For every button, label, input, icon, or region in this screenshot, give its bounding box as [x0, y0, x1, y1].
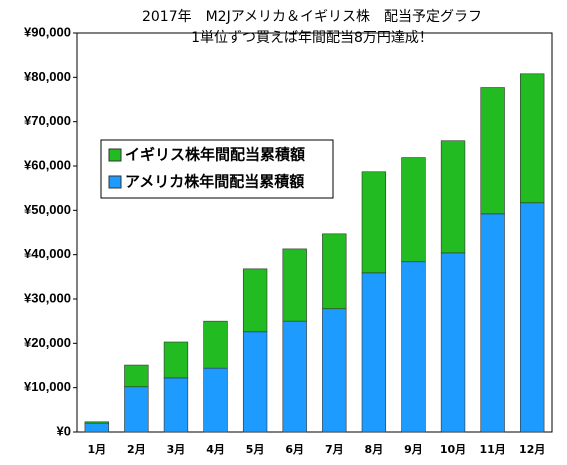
bar-segment — [401, 261, 426, 433]
y-tick-label: ¥70,000 — [24, 113, 71, 128]
x-tick-label: 3月 — [167, 443, 186, 456]
bar-segment — [322, 308, 347, 433]
bar-segment — [480, 213, 505, 433]
bar-segment — [361, 272, 387, 433]
bar-segment — [401, 157, 426, 263]
bar-segment — [203, 320, 228, 369]
legend-box — [100, 139, 334, 199]
plot-area — [76, 32, 553, 433]
x-tick-label: 9月 — [404, 443, 423, 456]
x-tick-label: 10月 — [440, 443, 466, 456]
y-tick-label: ¥20,000 — [24, 335, 71, 350]
x-tick-label: 5月 — [246, 443, 265, 456]
y-tick-label: ¥0 — [57, 423, 71, 438]
legend-swatch — [108, 175, 122, 189]
bar-segment — [282, 248, 307, 322]
bar-segment — [84, 421, 109, 424]
bar-segment — [124, 386, 149, 433]
x-tick-label: 12月 — [519, 443, 545, 456]
bar-segment — [440, 140, 466, 254]
bar-segment — [520, 202, 545, 433]
x-tick-label: 8月 — [365, 443, 384, 456]
y-tick-label: ¥50,000 — [24, 202, 71, 217]
x-tick-label: 7月 — [325, 443, 344, 456]
y-tick-label: ¥60,000 — [24, 157, 71, 172]
chart-subtitle: 1単位ずつ買えば年間配当8万円達成！ — [191, 30, 433, 46]
legend-label: イギリス株年間配当累積額 — [125, 146, 305, 164]
x-tick-label: 6月 — [285, 443, 304, 456]
bar-segment — [480, 87, 505, 215]
bar-segment — [163, 377, 189, 433]
y-tick-label: ¥30,000 — [24, 290, 71, 305]
bar-segment — [242, 268, 268, 333]
y-tick-label: ¥10,000 — [24, 379, 71, 394]
y-tick-label: ¥90,000 — [24, 24, 71, 39]
x-tick-label: 1月 — [87, 443, 106, 456]
chart-title: 2017年 M2Jアメリカ＆イギリス株 配当予定グラフ — [142, 9, 482, 25]
bar-segment — [322, 233, 347, 310]
bar-segment — [282, 320, 307, 433]
bar-segment — [361, 171, 387, 274]
bar-segment — [163, 341, 189, 379]
y-tick-label: ¥80,000 — [24, 69, 71, 84]
bar-segment — [520, 73, 545, 204]
x-tick-label: 4月 — [206, 443, 225, 456]
bar-segment — [242, 331, 268, 433]
legend-swatch — [108, 148, 122, 162]
bar-segment — [84, 422, 109, 433]
bar-segment — [440, 252, 466, 433]
bar-segment — [203, 367, 228, 433]
x-tick-label: 2月 — [127, 443, 146, 456]
bar-segment — [124, 364, 149, 388]
y-tick-label: ¥40,000 — [24, 246, 71, 261]
legend-label: アメリカ株年間配当累積額 — [125, 173, 304, 191]
x-tick-label: 11月 — [479, 443, 505, 456]
